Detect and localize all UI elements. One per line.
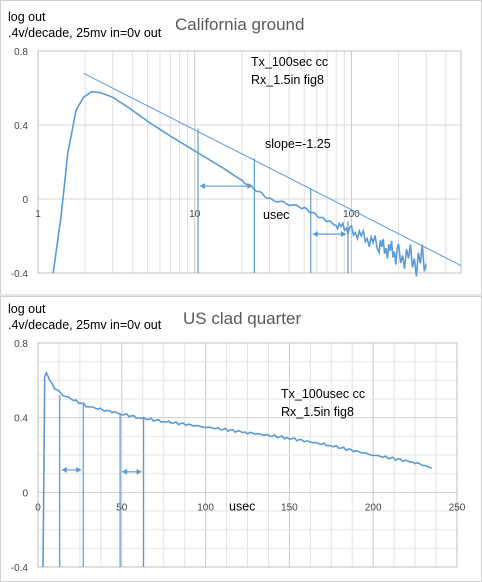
x-axis-label: usec bbox=[229, 499, 255, 513]
chart-panel-us-clad-quarter: 0.8 0.4 0 -0.4 0 50 100 150 200 250 usec log out .… bbox=[0, 296, 482, 582]
y-tick-label: 0.8 bbox=[14, 47, 28, 58]
x-tick-label: 50 bbox=[116, 502, 128, 513]
y-tick-label: 0 bbox=[22, 195, 28, 206]
x-tick-label: 0 bbox=[35, 502, 41, 513]
y-axis-label-line-1: log out bbox=[8, 302, 46, 316]
x-tick-label: 1 bbox=[35, 209, 41, 220]
arrow-head bbox=[136, 468, 142, 475]
arrow-head bbox=[76, 466, 82, 473]
y-tick-label: 0.4 bbox=[14, 121, 28, 132]
legend-note: Tx_100usec cc Rx_1.5in fig8 bbox=[281, 385, 365, 421]
plot-area bbox=[37, 50, 462, 274]
slope-reference-line bbox=[83, 72, 462, 267]
x-tick-label: 100 bbox=[343, 209, 360, 220]
y-tick-label: -0.4 bbox=[11, 269, 29, 280]
x-tick-label: 250 bbox=[449, 502, 466, 513]
x-tick-label: 200 bbox=[365, 502, 382, 513]
panel-divider bbox=[0, 294, 482, 297]
arrow-head bbox=[122, 468, 128, 475]
x-tick-label: 100 bbox=[197, 502, 214, 513]
y-axis-label: log out .4v/decade, 25mv in=0v out bbox=[8, 301, 161, 333]
legend-note-line-2: Rx_1.5in fig8 bbox=[281, 405, 354, 419]
legend-note-line-1: Tx_100usec cc bbox=[281, 387, 366, 401]
arrow-head bbox=[312, 231, 318, 238]
y-tick-label: 0 bbox=[22, 488, 28, 499]
y-tick-label: -0.4 bbox=[11, 563, 29, 574]
y-tick-label: 0.8 bbox=[14, 339, 28, 350]
arrow-head bbox=[340, 231, 346, 238]
legend-note: Tx_100sec cc Rx_1.5in fig8 bbox=[251, 53, 328, 89]
data-series-line bbox=[42, 371, 433, 568]
arrow-head bbox=[200, 183, 206, 190]
chart-california-ground: 0.8 0.4 0 -0.4 1 10 100 slope=-1.25 usec bbox=[11, 47, 462, 280]
y-axis-label-line-2: .4v/decade, 25mv in=0v out bbox=[8, 318, 162, 332]
y-axis-label-line-1: log out bbox=[8, 10, 46, 24]
legend-note-line-2: Rx_1.5in fig8 bbox=[251, 73, 324, 87]
y-axis-label: log out .4v/decade, 25mv in=0v out bbox=[8, 9, 161, 41]
y-axis-label-line-2: .4v/decade, 25mv in=0v out bbox=[8, 26, 162, 40]
y-tick-label: 0.4 bbox=[14, 414, 28, 425]
chart-title: California ground bbox=[175, 15, 305, 34]
arrow-head bbox=[61, 466, 67, 473]
slope-label: slope=-1.25 bbox=[265, 137, 331, 151]
plot-area bbox=[37, 342, 458, 568]
x-tick-label: 10 bbox=[189, 209, 201, 220]
chart-title: US clad quarter bbox=[183, 309, 302, 328]
arrow-head bbox=[247, 183, 253, 190]
x-tick-label: 150 bbox=[281, 502, 298, 513]
data-series-line bbox=[52, 90, 428, 277]
legend-note-line-1: Tx_100sec cc bbox=[251, 55, 329, 69]
chart-us-clad-quarter: 0.8 0.4 0 -0.4 0 50 100 150 200 250 usec bbox=[11, 339, 466, 574]
chart-panel-california-ground: 0.8 0.4 0 -0.4 1 10 100 slope=-1.25 usec log out… bbox=[0, 0, 482, 295]
x-axis-label: usec bbox=[263, 208, 289, 222]
